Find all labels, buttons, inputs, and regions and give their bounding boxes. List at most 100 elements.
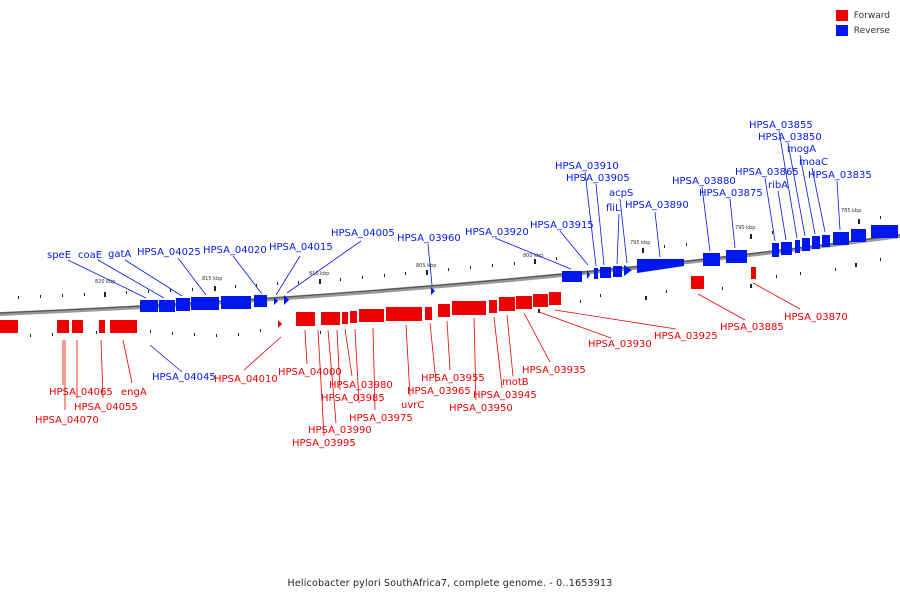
legend-forward-label: Forward: [853, 10, 890, 21]
gene-HPSA_03890[interactable]: [637, 259, 684, 273]
label-HPSA_03885: HPSA_03885: [720, 322, 784, 333]
gene-fliL[interactable]: [613, 266, 622, 277]
gene-HPSA_03885[interactable]: [691, 276, 704, 289]
gene-HPSA_04010[interactable]: [278, 320, 282, 328]
label-HPSA_04045: HPSA_04045: [152, 372, 216, 383]
gene-HPSA_03855[interactable]: [795, 240, 800, 253]
gene-motB[interactable]: [516, 296, 532, 309]
gene-HPSA_04075[interactable]: [0, 320, 18, 333]
label-HPSA_03905: HPSA_03905: [566, 173, 630, 184]
gene-HPSA_03975[interactable]: [386, 307, 422, 321]
gene-HPSA_03910[interactable]: [594, 268, 598, 279]
label-HPSA_03975: HPSA_03975: [349, 413, 413, 424]
label-HPSA_03920: HPSA_03920: [465, 227, 529, 238]
legend: Forward Reverse: [835, 8, 890, 38]
genome-backbone: [0, 234, 900, 316]
scale-label-785: 785 kbp: [841, 208, 861, 214]
label-HPSA_03935: HPSA_03935: [522, 365, 586, 376]
gene-HPSA_03935[interactable]: [533, 294, 548, 307]
label-uvrC: uvrC: [401, 400, 424, 411]
gene-HPSA_03835-b[interactable]: [851, 229, 866, 242]
label-moaC: moaC: [799, 157, 828, 168]
gene-acpS[interactable]: [624, 265, 632, 276]
gene-HPSA_04070[interactable]: [57, 320, 69, 333]
gene-HPSA_03980[interactable]: [359, 309, 384, 322]
gene-HPSA_03875[interactable]: [726, 250, 747, 263]
gene-HPSA_03930[interactable]: [549, 292, 561, 305]
gene-HPSA_03990[interactable]: [342, 312, 348, 324]
gene-HPSA_04020[interactable]: [221, 296, 251, 309]
label-HPSA_04010: HPSA_04010: [214, 374, 278, 385]
label-HPSA_03955: HPSA_03955: [421, 373, 485, 384]
gene-engA[interactable]: [110, 320, 137, 333]
gene-HPSA_03985[interactable]: [350, 311, 357, 323]
gene-HPSA_04005-b[interactable]: [284, 295, 289, 305]
label-coaE: coaE: [78, 250, 102, 261]
gene-HPSA_03920[interactable]: [562, 271, 582, 282]
reverse-gene-labels: speE coaE gatA HPSA_04025 HPSA_04020 HPS…: [47, 120, 872, 383]
label-HPSA_03985: HPSA_03985: [321, 393, 385, 404]
reverse-leaders: [67, 130, 841, 373]
gene-HPSA_03995[interactable]: [321, 312, 340, 325]
gene-HPSA_03905[interactable]: [600, 267, 611, 278]
scale-label-805: 805 kbp: [416, 263, 436, 269]
gene-HPSA_03960[interactable]: [431, 287, 435, 295]
label-HPSA_03870: HPSA_03870: [784, 312, 848, 323]
gene-gatA[interactable]: [176, 298, 190, 311]
gene-HPSA_03880[interactable]: [703, 253, 720, 266]
gene-HPSA_03955[interactable]: [452, 301, 486, 315]
label-mogA: mogA: [787, 144, 816, 155]
gene-HPSA_04025[interactable]: [191, 297, 219, 310]
gene-speE[interactable]: [140, 300, 158, 312]
gene-HPSA_03865[interactable]: [772, 243, 779, 257]
gene-HPSA_03830[interactable]: [871, 225, 898, 238]
gene-HPSA_03915[interactable]: [587, 270, 590, 279]
label-HPSA_03835: HPSA_03835: [808, 170, 872, 181]
gene-HPSA_03965[interactable]: [438, 304, 450, 317]
gene-HPSA_03835-a[interactable]: [833, 232, 849, 245]
gene-uvrC[interactable]: [425, 307, 432, 320]
gene-mogA[interactable]: [812, 236, 820, 249]
gene-HPSA_03850[interactable]: [802, 238, 810, 251]
label-HPSA_04055: HPSA_04055: [74, 402, 138, 413]
label-speE: speE: [47, 250, 71, 261]
label-HPSA_03925: HPSA_03925: [654, 331, 718, 342]
gene-ribA[interactable]: [781, 242, 792, 255]
gene-HPSA_03945[interactable]: [499, 297, 515, 311]
label-HPSA_03995: HPSA_03995: [292, 438, 356, 449]
scale-label-800: 800 kbp: [523, 253, 543, 259]
scale-label-810: 810 kbp: [309, 271, 329, 277]
scale-label-795: 795 kbp: [630, 240, 650, 246]
label-HPSA_04025: HPSA_04025: [137, 247, 201, 258]
gene-HPSA_03950[interactable]: [489, 300, 497, 313]
label-acpS: acpS: [609, 188, 633, 199]
gene-HPSA_04065[interactable]: [72, 320, 83, 333]
gene-HPSA_04015[interactable]: [254, 295, 267, 307]
reverse-genes: [140, 225, 898, 312]
label-HPSA_03910: HPSA_03910: [555, 161, 619, 172]
label-HPSA_03865: HPSA_03865: [735, 167, 799, 178]
forward-genes: [0, 267, 756, 333]
label-engA: engA: [121, 387, 147, 398]
scale-labels: 820 kbp 815 kbp 810 kbp 805 kbp 800 kbp …: [95, 208, 861, 285]
label-HPSA_03960: HPSA_03960: [397, 233, 461, 244]
label-HPSA_03850: HPSA_03850: [758, 132, 822, 143]
scale-label-820: 820 kbp: [95, 279, 115, 285]
label-HPSA_03855: HPSA_03855: [749, 120, 813, 131]
label-HPSA_03965: HPSA_03965: [407, 386, 471, 397]
gene-HPSA_03870[interactable]: [751, 267, 756, 279]
gene-HPSA_04000[interactable]: [296, 312, 315, 326]
label-gatA: gatA: [108, 249, 131, 260]
gene-HPSA_04005-a[interactable]: [274, 297, 278, 305]
forward-swatch: [835, 10, 848, 21]
label-HPSA_03930: HPSA_03930: [588, 339, 652, 350]
label-HPSA_04015: HPSA_04015: [269, 242, 333, 253]
label-HPSA_04005: HPSA_04005: [331, 228, 395, 239]
legend-forward: Forward: [835, 8, 890, 23]
gene-coaE[interactable]: [159, 300, 175, 312]
gene-HPSA_04055[interactable]: [99, 320, 105, 333]
forward-leaders: [62, 282, 801, 437]
label-fliL: fliL: [606, 203, 621, 214]
gene-moaC[interactable]: [822, 235, 830, 247]
